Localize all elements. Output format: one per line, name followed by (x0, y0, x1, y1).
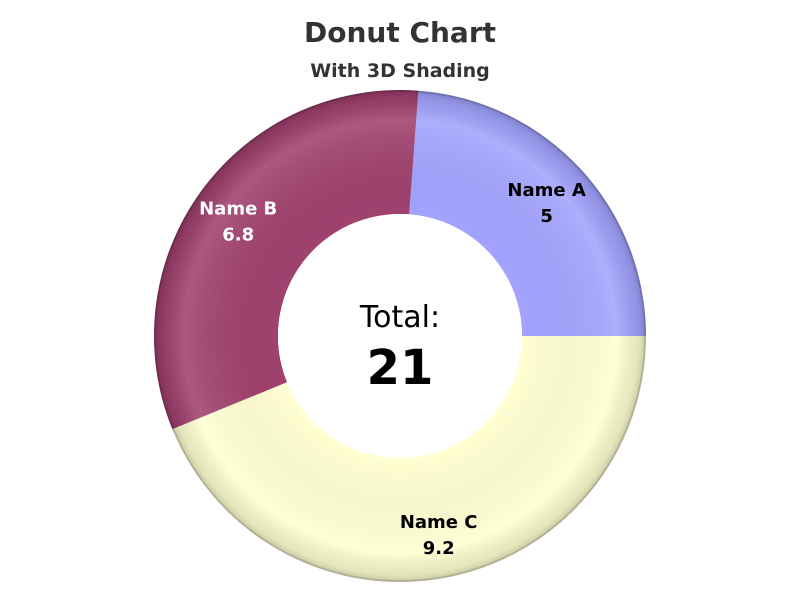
slice-category-label: Name C (400, 512, 478, 533)
slice-value-label: 5 (540, 206, 553, 227)
donut-hole (278, 214, 522, 458)
donut-slice-shading (153, 90, 419, 430)
slice-category-label: Name A (507, 180, 585, 201)
donut-outer-edge (154, 90, 646, 582)
donut-slice-shading (172, 336, 647, 582)
slice-category-label: Name B (199, 198, 277, 219)
center-total-value: 21 (366, 340, 434, 396)
donut-slice-shading (409, 90, 646, 336)
center-total-label: Total: (359, 300, 441, 335)
slice-value-label: 9.2 (423, 538, 455, 559)
slice-value-label: 6.8 (222, 224, 254, 245)
chart-title: Donut Chart (303, 16, 497, 49)
chart-subtitle: With 3D Shading (310, 60, 490, 82)
